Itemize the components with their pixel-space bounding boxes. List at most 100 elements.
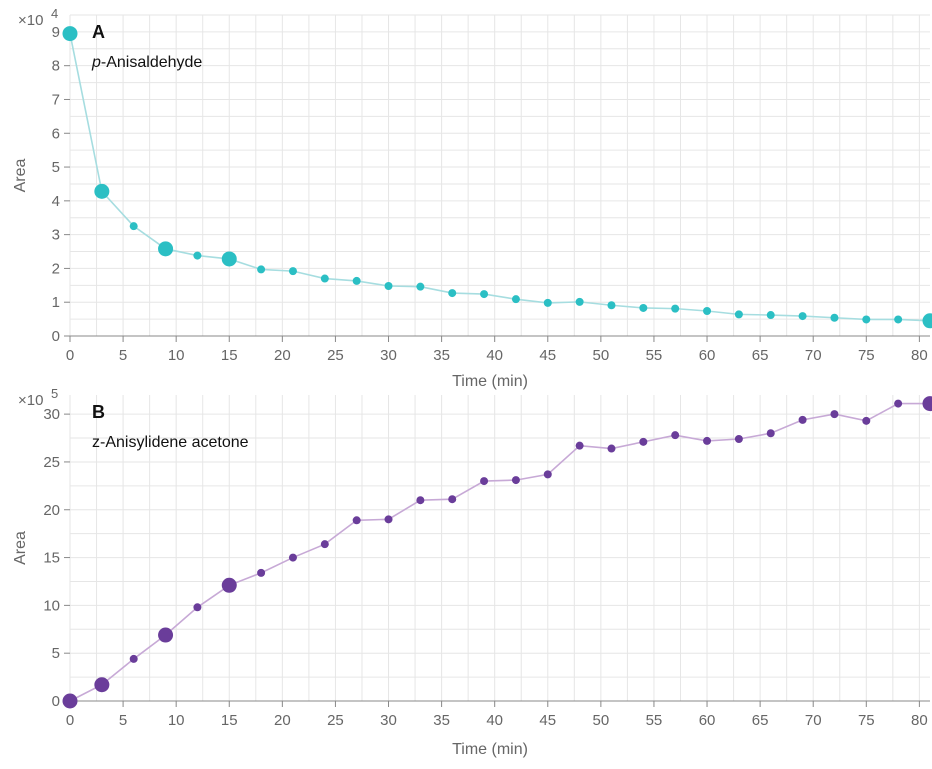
data-point [257,569,265,577]
y-tick-label: 20 [43,502,60,519]
data-point [289,554,297,562]
series-label-italic: p [91,54,101,71]
data-point [416,496,424,504]
data-point [607,445,615,453]
y-axis-label: Area [12,531,29,565]
x-axis-label: Time (min) [452,373,528,390]
data-point [735,310,743,318]
x-tick-label: 0 [66,712,74,729]
x-tick-label: 80 [911,712,928,729]
y-multiplier-exponent: 5 [51,386,58,401]
data-point [799,416,807,424]
data-point [799,312,807,320]
series-label-rest: -Anisaldehyde [101,54,203,71]
y-tick-label: 25 [43,454,60,471]
data-point [767,429,775,437]
x-tick-label: 65 [752,712,769,729]
x-tick-label: 75 [858,712,875,729]
data-point [544,299,552,307]
y-tick-label: 9 [52,24,60,41]
data-point [63,26,78,41]
y-tick-label: 30 [43,406,60,423]
data-point [158,628,173,643]
data-point [385,282,393,290]
data-point [193,603,201,611]
x-tick-label: 25 [327,712,344,729]
x-tick-label: 25 [327,347,344,364]
panel-label: B [92,402,105,422]
data-point [607,301,615,309]
y-tick-label: 0 [52,328,60,345]
y-tick-label: 4 [52,193,60,210]
data-point [735,435,743,443]
y-multiplier: ×10 [18,392,43,409]
y-tick-label: 3 [52,227,60,244]
data-point [321,275,329,283]
y-tick-label: 6 [52,125,60,142]
data-point [130,222,138,230]
x-tick-label: 60 [699,347,716,364]
x-tick-label: 30 [380,347,397,364]
series-label: z-Anisylidene acetone [92,434,249,451]
data-point [321,540,329,548]
data-point [830,410,838,418]
x-tick-label: 10 [168,347,185,364]
data-point [63,694,78,709]
x-tick-label: 45 [539,712,556,729]
x-tick-label: 5 [119,347,127,364]
data-point [353,516,361,524]
data-point [576,442,584,450]
y-tick-label: 15 [43,550,60,567]
y-tick-label: 10 [43,597,60,614]
x-tick-label: 15 [221,712,238,729]
x-tick-label: 50 [593,712,610,729]
data-point [544,470,552,478]
x-tick-label: 0 [66,347,74,364]
data-point [639,304,647,312]
data-point [94,184,109,199]
x-tick-label: 45 [539,347,556,364]
data-point [512,476,520,484]
data-point [923,396,932,411]
y-tick-label: 1 [52,294,60,311]
data-point [639,438,647,446]
data-point [480,477,488,485]
data-point [416,283,424,291]
data-point [703,437,711,445]
x-tick-label: 70 [805,347,822,364]
y-tick-label: 5 [52,645,60,662]
x-tick-label: 55 [646,347,663,364]
data-point [448,289,456,297]
y-multiplier: ×10 [18,12,43,29]
data-point [703,307,711,315]
y-axis-label: Area [12,159,29,193]
x-tick-label: 55 [646,712,663,729]
y-tick-label: 0 [52,693,60,710]
x-tick-label: 35 [433,712,450,729]
x-tick-label: 80 [911,347,928,364]
data-point [193,252,201,260]
x-tick-label: 15 [221,347,238,364]
data-point [512,295,520,303]
y-tick-label: 8 [52,58,60,75]
x-tick-label: 5 [119,712,127,729]
x-tick-label: 40 [486,712,503,729]
y-tick-label: 7 [52,91,60,108]
panel-label: A [92,22,105,42]
data-point [158,241,173,256]
data-point [222,251,237,266]
y-tick-label: 5 [52,159,60,176]
y-tick-label: 2 [52,260,60,277]
x-tick-label: 65 [752,347,769,364]
x-tick-label: 20 [274,712,291,729]
data-point [385,515,393,523]
data-point [894,315,902,323]
data-point [448,495,456,503]
data-point [862,417,870,425]
data-point [480,290,488,298]
x-tick-label: 50 [593,347,610,364]
